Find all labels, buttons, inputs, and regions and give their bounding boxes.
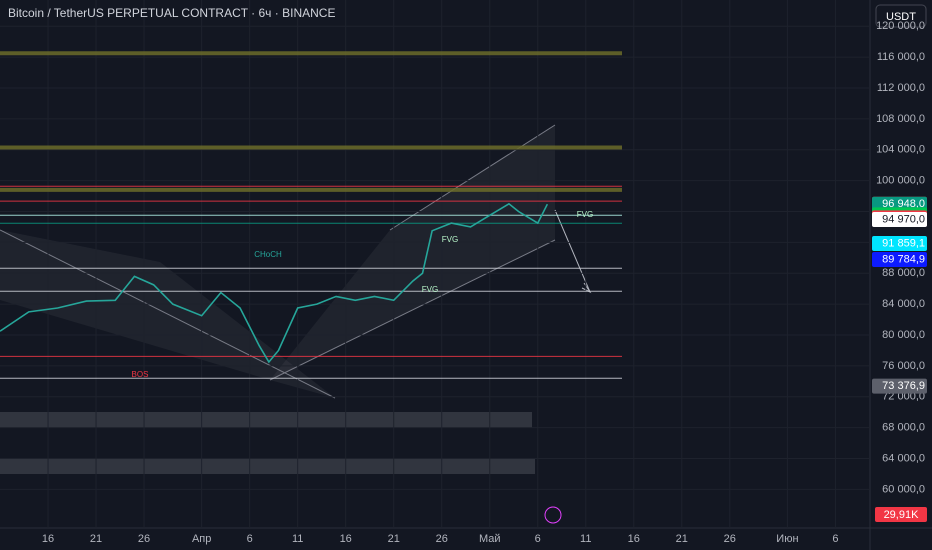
annotation: BOS xyxy=(132,370,149,379)
price-tag xyxy=(872,235,927,251)
chart-title: Bitcoin / TetherUS PERPETUAL CONTRACT · … xyxy=(8,6,335,20)
annotation: FVG xyxy=(577,210,593,219)
zone xyxy=(0,459,535,474)
y-tick-label: 68 000,0 xyxy=(882,422,925,434)
x-tick-label: 11 xyxy=(580,533,591,545)
channel-line xyxy=(0,229,336,399)
price-tag xyxy=(872,251,927,267)
x-tick-label: 16 xyxy=(340,533,352,545)
x-tick-label: 11 xyxy=(292,533,303,545)
y-tick-label: 64 000,0 xyxy=(882,452,925,464)
x-tick-label: 26 xyxy=(724,533,736,545)
price-tag xyxy=(872,211,927,227)
price-tag-label: 94 970,0 xyxy=(882,213,925,225)
plot: CHoCH BOS FVG FVG FVG xyxy=(0,51,622,379)
x-tick-label: 26 xyxy=(138,533,150,545)
grid xyxy=(0,0,870,528)
x-tick-label: 6 xyxy=(247,533,253,545)
x-tick-label: 21 xyxy=(90,533,102,545)
x-tick-label: Июн xyxy=(776,533,798,545)
x-tick-label: 21 xyxy=(388,533,400,545)
price-tag-label: 96 948,0 xyxy=(882,198,925,210)
y-tick-label: 116 000,0 xyxy=(877,51,925,63)
x-tick-label: 16 xyxy=(42,533,54,545)
x-tick-label: 6 xyxy=(535,533,541,545)
y-tick-label: 88 000,0 xyxy=(882,267,925,279)
price-line xyxy=(0,202,549,364)
annotation: CHoCH xyxy=(254,250,282,259)
y-tick-label: 104 000,0 xyxy=(876,144,925,156)
x-tick-label: 16 xyxy=(628,533,640,545)
price-tag xyxy=(872,378,927,394)
x-tick-label: 6 xyxy=(832,533,838,545)
x-tick-label: Апр xyxy=(192,533,211,545)
alert-icon[interactable] xyxy=(544,506,562,524)
zone xyxy=(0,412,532,428)
y-tick-label: 112 000,0 xyxy=(877,82,925,94)
price-tag-label: 89 784,9 xyxy=(882,253,925,265)
y-tick-label: 72 000,0 xyxy=(882,391,925,403)
y-tick-label: 76 000,0 xyxy=(882,360,925,372)
x-tick-label: 21 xyxy=(676,533,688,545)
annotation: FVG xyxy=(422,285,438,294)
currency-label[interactable]: USDT xyxy=(886,11,916,23)
y-tick-label: 120 000,0 xyxy=(876,20,925,32)
channel-line xyxy=(389,124,556,231)
volume-tag-label: 29,91K xyxy=(884,509,920,521)
y-tick-label: 108 000,0 xyxy=(876,113,925,125)
y-tick-label: 84 000,0 xyxy=(882,298,925,310)
y-tick-label: 60 000,0 xyxy=(882,483,925,495)
price-tag-label: 91 859,1 xyxy=(882,237,925,249)
y-tick-label: 100 000,0 xyxy=(876,175,925,187)
price-tag-label: 73 376,9 xyxy=(882,380,925,392)
x-tick-label: 26 xyxy=(436,533,448,545)
annotation: FVG xyxy=(442,235,458,244)
x-tick-label: Май xyxy=(479,533,501,545)
currency-button[interactable] xyxy=(875,4,927,28)
y-tick-label: 80 000,0 xyxy=(882,329,925,341)
volume-tag xyxy=(875,507,927,522)
